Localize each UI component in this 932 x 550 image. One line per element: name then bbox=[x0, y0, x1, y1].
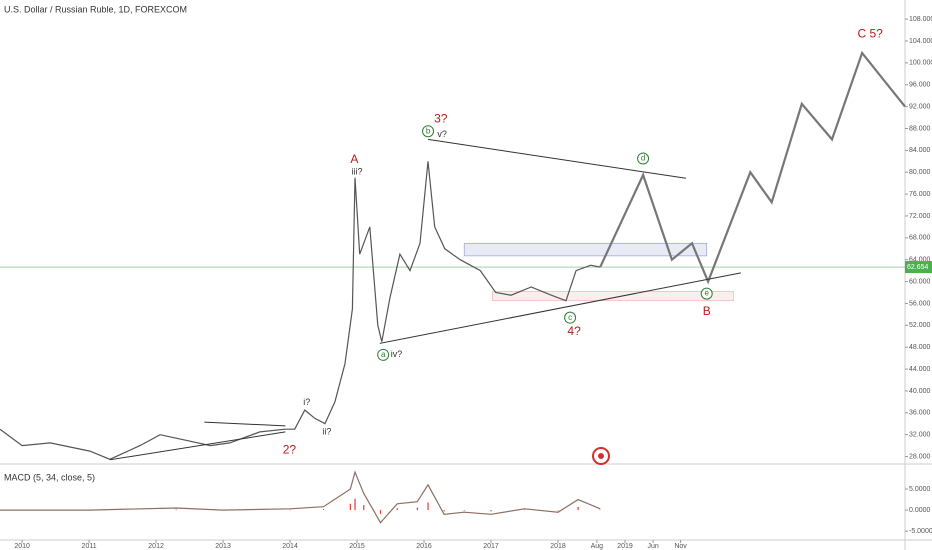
zone bbox=[492, 291, 734, 302]
y-tick-label: -5.0000 bbox=[909, 528, 932, 535]
wave-label: a bbox=[381, 350, 386, 359]
wave-circle bbox=[564, 311, 577, 324]
wave-circle bbox=[637, 152, 650, 165]
x-tick-label: Nov bbox=[674, 543, 687, 550]
y-tick-label: 56.000 bbox=[909, 300, 931, 307]
y-tick-label: 104.000 bbox=[909, 38, 932, 45]
wave-circle bbox=[377, 348, 390, 361]
y-tick-label: 32.000 bbox=[909, 432, 931, 439]
wave-label: B bbox=[703, 304, 711, 318]
y-tick-label: 68.000 bbox=[909, 235, 931, 242]
x-tick-label: Aug bbox=[591, 543, 604, 550]
y-tick-label: 100.000 bbox=[909, 60, 932, 67]
wave-label: b bbox=[426, 126, 431, 135]
y-tick-label: 72.000 bbox=[909, 213, 931, 220]
wave-label: i? bbox=[303, 397, 310, 407]
x-tick-label: 2016 bbox=[416, 543, 432, 550]
x-tick-label: 2017 bbox=[483, 543, 499, 550]
x-tick-label: 2011 bbox=[82, 543, 97, 550]
wave-label: C 5? bbox=[857, 27, 883, 41]
x-tick-label: 2019 bbox=[617, 543, 633, 550]
x-tick-label: 2013 bbox=[215, 543, 231, 550]
y-tick-label: 108.000 bbox=[909, 16, 932, 23]
trendline bbox=[379, 272, 741, 344]
y-tick-label: 60.000 bbox=[909, 278, 931, 285]
logo bbox=[592, 447, 610, 465]
y-tick-label: 76.000 bbox=[909, 191, 931, 198]
wave-label: A bbox=[350, 152, 358, 166]
x-tick-label: 2012 bbox=[148, 543, 164, 550]
y-tick-label: 80.000 bbox=[909, 169, 931, 176]
wave-label: 2? bbox=[283, 443, 297, 457]
wave-label: iv? bbox=[391, 349, 403, 359]
x-tick-label: 2014 bbox=[282, 543, 298, 550]
last-price-label: 62.654 bbox=[907, 264, 929, 271]
last-price-tag bbox=[905, 261, 932, 274]
x-tick-label: 2015 bbox=[349, 543, 365, 550]
y-tick-label: 48.000 bbox=[909, 344, 931, 351]
chart-title: U.S. Dollar / Russian Ruble, 1D, FOREXCO… bbox=[4, 4, 187, 14]
y-tick-label: 40.000 bbox=[909, 388, 931, 395]
y-tick-label: 92.000 bbox=[909, 103, 931, 110]
y-tick-label: 44.000 bbox=[909, 366, 931, 373]
x-tick-label: Jun bbox=[647, 543, 658, 550]
trendline bbox=[109, 431, 286, 461]
trendline bbox=[427, 138, 687, 179]
y-tick-label: 96.000 bbox=[909, 82, 931, 89]
y-tick-label: 5.0000 bbox=[909, 486, 931, 493]
y-tick-label: 84.000 bbox=[909, 147, 931, 154]
price-line bbox=[0, 161, 601, 460]
trendline bbox=[204, 421, 286, 427]
wave-label: 4? bbox=[567, 324, 581, 338]
y-tick-label: 52.000 bbox=[909, 322, 931, 329]
wave-label: iii? bbox=[352, 167, 363, 177]
wave-label: 3? bbox=[434, 111, 448, 125]
wave-label: c bbox=[568, 313, 572, 322]
macd-title: MACD (5, 34, close, 5) bbox=[4, 472, 95, 482]
x-tick-label: 2010 bbox=[14, 543, 30, 550]
y-tick-label: 0.0000 bbox=[909, 507, 931, 514]
y-tick-label: 64.000 bbox=[909, 257, 931, 264]
wave-circle bbox=[700, 287, 713, 300]
wave-circle bbox=[422, 125, 435, 138]
wave-label: v? bbox=[437, 129, 447, 139]
projection-line bbox=[599, 50, 906, 285]
y-tick-label: 36.000 bbox=[909, 410, 931, 417]
price-line bbox=[0, 470, 601, 524]
zone bbox=[463, 242, 708, 257]
wave-label: e bbox=[704, 289, 709, 298]
y-tick-label: 28.000 bbox=[909, 453, 931, 460]
wave-label: d bbox=[641, 154, 645, 163]
x-tick-label: 2018 bbox=[550, 543, 566, 550]
y-tick-label: 88.000 bbox=[909, 125, 931, 132]
wave-label: ii? bbox=[322, 426, 331, 436]
